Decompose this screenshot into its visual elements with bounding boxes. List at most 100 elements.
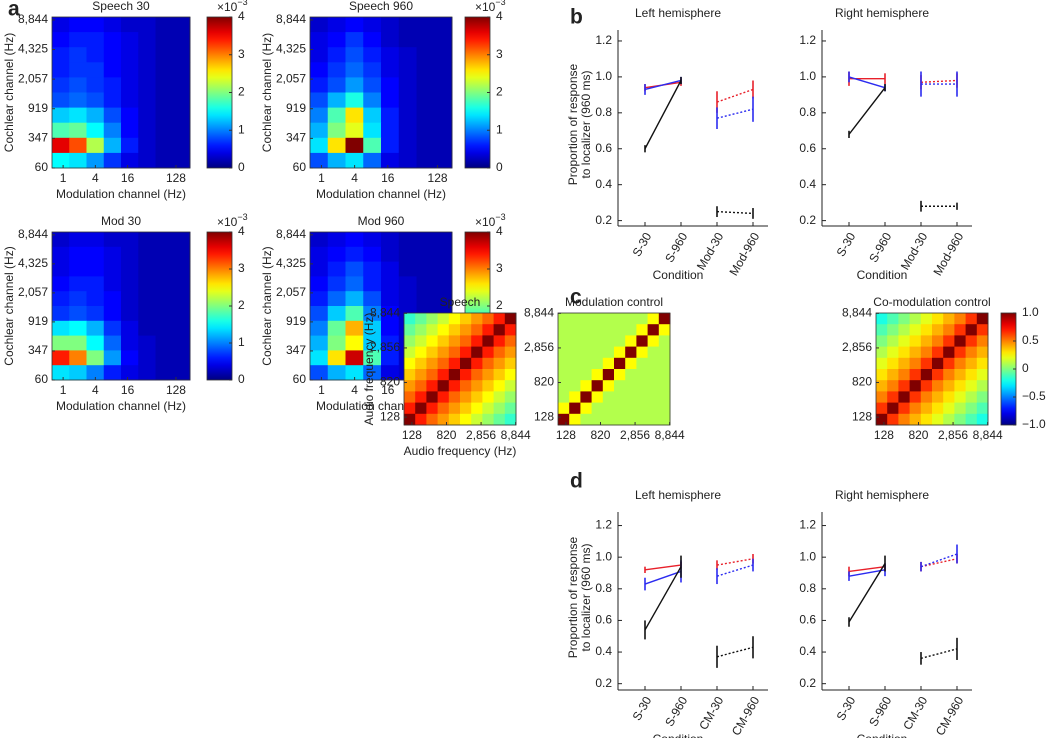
- y-tick-label: 8,844: [276, 227, 306, 241]
- heat-cell: [327, 77, 346, 93]
- heat-cell: [954, 402, 966, 415]
- y-tick-label: 128: [380, 409, 400, 423]
- heat-cell: [920, 346, 933, 359]
- heat-cell: [398, 107, 417, 124]
- heat-cell: [69, 365, 87, 381]
- heat-cell: [381, 77, 400, 93]
- heat-cell: [602, 413, 615, 426]
- heat-cell: [965, 402, 978, 415]
- y-tick-label: 128: [852, 409, 872, 423]
- heat-cell: [155, 291, 174, 307]
- heat-cell: [976, 380, 989, 392]
- heat-cell: [398, 77, 417, 93]
- heat-cell: [504, 391, 517, 403]
- heat-cell: [954, 369, 966, 381]
- colorbar-tick-label: 0: [238, 372, 245, 386]
- y-tick-label: 347: [286, 343, 306, 357]
- colorbar-tick-label: 1: [238, 122, 245, 136]
- y-tick-label: 919: [286, 101, 306, 115]
- heat-cell: [602, 335, 615, 347]
- heat-cell: [448, 391, 461, 403]
- heat-cell: [381, 306, 400, 322]
- colorbar: [206, 16, 233, 169]
- y-tick-label: 60: [35, 160, 49, 174]
- heat-cell: [876, 335, 888, 347]
- heat-cell: [415, 357, 427, 370]
- series-line: [644, 564, 682, 571]
- heat-cell: [121, 291, 139, 307]
- heat-cell: [138, 320, 156, 336]
- heat-cell: [426, 369, 438, 381]
- heat-cell: [602, 313, 615, 325]
- heat-cell: [327, 261, 346, 277]
- y-tick-label: 4,325: [276, 42, 306, 56]
- heat-cell: [602, 369, 615, 381]
- heat-cell: [602, 402, 615, 415]
- heat-cell: [416, 77, 435, 93]
- colorbar-tick-label: 0: [1022, 361, 1029, 375]
- heat-cell: [965, 313, 978, 325]
- heat-cell: [404, 402, 416, 415]
- colorbar-multiplier: ×10−3: [475, 0, 506, 14]
- x-tick-label: Mod-960: [727, 230, 763, 278]
- heat-cell: [398, 276, 417, 292]
- heat-cell: [437, 324, 450, 336]
- heat-cell: [86, 335, 105, 351]
- x-tick-label: 1: [318, 383, 325, 397]
- heat-cell: [52, 365, 70, 381]
- heat-cell: [172, 122, 191, 139]
- heat-cell: [920, 391, 933, 403]
- heat-cell: [138, 92, 156, 108]
- heat-cell: [943, 391, 955, 403]
- heat-cell: [404, 357, 416, 370]
- heat-cell: [52, 62, 70, 78]
- heat-cell: [580, 346, 592, 359]
- heat-cell: [381, 122, 400, 139]
- heat-cell: [345, 17, 364, 33]
- heat-cell: [614, 324, 626, 336]
- heat-cell: [172, 261, 191, 277]
- heat-cell: [86, 365, 105, 381]
- heat-cell: [345, 335, 364, 351]
- x-tick-label: S-960: [866, 694, 894, 729]
- heat-cell: [52, 92, 70, 108]
- y-tick-label: 1.0: [595, 69, 612, 83]
- heat-cell: [310, 291, 329, 307]
- x-tick-label: CM-960: [729, 694, 763, 738]
- y-tick-label: 1.0: [799, 69, 816, 83]
- heat-cell: [121, 232, 139, 248]
- heat-cell: [138, 32, 156, 48]
- heat-cell: [898, 402, 910, 415]
- y-tick-label: 919: [286, 314, 306, 328]
- heat-cell: [647, 380, 660, 392]
- y-axis-label: Cochlear channel (Hz): [2, 246, 16, 365]
- heat-cell: [86, 350, 105, 366]
- x-tick-label: 4: [92, 383, 99, 397]
- heat-cell: [647, 335, 660, 347]
- heat-cell: [493, 369, 506, 381]
- heat-cell: [448, 369, 461, 381]
- heat-cell: [580, 413, 592, 426]
- heat-cell: [415, 313, 427, 325]
- heat-cell: [434, 77, 453, 93]
- colorbar-tick-label: 4: [238, 224, 245, 238]
- heat-cell: [363, 291, 382, 307]
- heat-cell: [658, 413, 671, 426]
- heat-cell: [327, 365, 346, 381]
- heat-cell: [437, 402, 450, 415]
- heat-cell: [909, 313, 922, 325]
- heat-cell: [460, 402, 472, 415]
- x-tick-label: 4: [351, 383, 358, 397]
- heat-cell: [416, 107, 435, 124]
- y-tick-label: 2,856: [524, 340, 554, 354]
- heat-cell: [52, 350, 70, 366]
- heat-cell: [482, 413, 494, 426]
- heat-cell: [138, 335, 156, 351]
- heat-cell: [86, 17, 105, 33]
- y-tick-label: 2,057: [276, 285, 306, 299]
- heat-cell: [647, 369, 660, 381]
- heat-cell: [591, 357, 604, 370]
- y-axis-label: Cochlear channel (Hz): [2, 33, 16, 152]
- heat-cell: [103, 47, 122, 63]
